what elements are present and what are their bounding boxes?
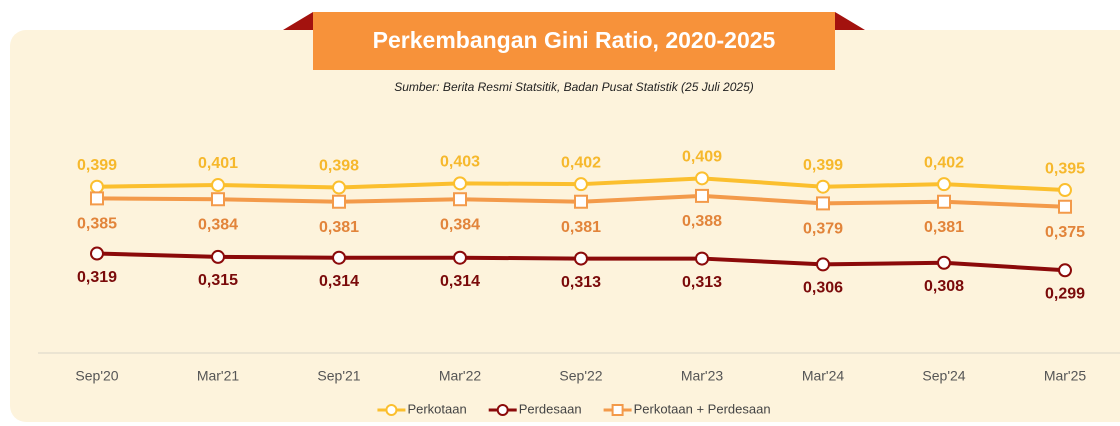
value-label: 0,399 bbox=[77, 157, 117, 174]
x-tick-label: Mar'25 bbox=[1044, 368, 1087, 384]
value-label: 0,375 bbox=[1045, 224, 1085, 241]
value-label: 0,399 bbox=[803, 157, 843, 174]
x-tick-label: Sep'21 bbox=[317, 368, 360, 384]
ribbon-right bbox=[835, 12, 865, 30]
data-point bbox=[695, 251, 709, 266]
x-tick-label: Mar'23 bbox=[681, 368, 724, 384]
x-tick-label: Sep'24 bbox=[922, 368, 965, 384]
data-point bbox=[453, 192, 467, 207]
data-point bbox=[453, 250, 467, 265]
x-tick-label: Sep'22 bbox=[559, 368, 602, 384]
data-point bbox=[574, 251, 588, 266]
value-label: 0,379 bbox=[803, 221, 843, 238]
data-point bbox=[453, 176, 467, 191]
panel bbox=[10, 30, 1120, 422]
legend-marker bbox=[611, 404, 624, 416]
data-point bbox=[695, 188, 709, 203]
data-point bbox=[1058, 183, 1072, 198]
chart-subtitle: Sumber: Berita Resmi Statsitik, Badan Pu… bbox=[394, 80, 754, 94]
value-label: 0,306 bbox=[803, 280, 843, 297]
data-point bbox=[332, 250, 346, 265]
data-point bbox=[1058, 263, 1072, 278]
data-point bbox=[816, 257, 830, 272]
chart-title: Perkembangan Gini Ratio, 2020-2025 bbox=[373, 27, 776, 53]
data-point bbox=[937, 177, 951, 192]
value-label: 0,385 bbox=[77, 216, 117, 233]
value-label: 0,388 bbox=[682, 213, 722, 230]
data-point bbox=[332, 194, 346, 209]
data-point bbox=[695, 171, 709, 186]
value-label: 0,299 bbox=[1045, 285, 1085, 302]
value-label: 0,402 bbox=[561, 154, 601, 171]
value-label: 0,313 bbox=[682, 274, 722, 291]
x-tick-label: Sep'20 bbox=[75, 368, 118, 384]
value-label: 0,384 bbox=[440, 216, 480, 233]
data-point bbox=[1058, 199, 1072, 214]
value-label: 0,315 bbox=[198, 272, 238, 289]
value-label: 0,409 bbox=[682, 149, 722, 166]
value-label: 0,384 bbox=[198, 216, 238, 233]
data-point bbox=[90, 179, 104, 194]
value-label: 0,402 bbox=[924, 154, 964, 171]
value-label: 0,314 bbox=[440, 273, 480, 290]
x-tick-label: Mar'21 bbox=[197, 368, 240, 384]
data-point bbox=[574, 194, 588, 209]
legend-label: Perkotaan + Perdesaan bbox=[634, 401, 771, 416]
data-point bbox=[332, 180, 346, 195]
value-label: 0,308 bbox=[924, 278, 964, 295]
value-label: 0,381 bbox=[561, 219, 601, 236]
value-label: 0,319 bbox=[77, 269, 117, 286]
value-label: 0,314 bbox=[319, 273, 359, 290]
data-point bbox=[574, 177, 588, 192]
data-point bbox=[90, 191, 104, 206]
value-label: 0,313 bbox=[561, 274, 601, 291]
legend-label: Perdesaan bbox=[519, 401, 582, 416]
legend-marker bbox=[496, 404, 509, 416]
value-label: 0,381 bbox=[319, 219, 359, 236]
data-point bbox=[211, 192, 225, 207]
value-label: 0,401 bbox=[198, 155, 238, 172]
data-point bbox=[937, 255, 951, 270]
data-point bbox=[211, 249, 225, 264]
x-tick-label: Mar'24 bbox=[802, 368, 845, 384]
value-label: 0,395 bbox=[1045, 160, 1085, 177]
data-point bbox=[816, 196, 830, 211]
value-label: 0,403 bbox=[440, 154, 480, 171]
title-banner bbox=[313, 12, 835, 70]
value-label: 0,398 bbox=[319, 158, 359, 175]
value-label: 0,381 bbox=[924, 219, 964, 236]
ribbon-left bbox=[283, 12, 313, 30]
data-point bbox=[90, 246, 104, 261]
legend-label: Perkotaan bbox=[407, 401, 466, 416]
x-tick-label: Mar'22 bbox=[439, 368, 482, 384]
data-point bbox=[816, 179, 830, 194]
data-point bbox=[937, 194, 951, 209]
data-point bbox=[211, 178, 225, 193]
legend-marker bbox=[385, 404, 398, 416]
